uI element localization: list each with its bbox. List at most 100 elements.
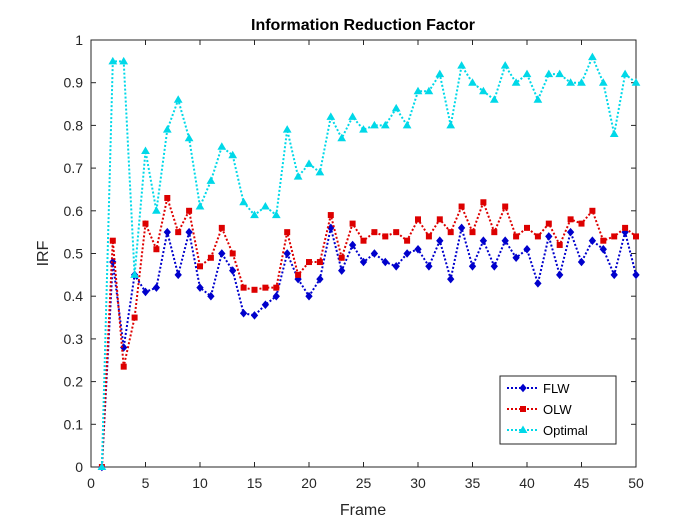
- data-point: [622, 224, 629, 231]
- data-point: [251, 286, 258, 293]
- y-tick-label: 0.3: [64, 331, 84, 347]
- data-point: [524, 224, 530, 231]
- x-axis-label: Frame: [340, 502, 386, 519]
- data-point: [393, 229, 400, 236]
- data-point: [262, 284, 269, 291]
- data-point: [250, 311, 259, 320]
- data-point: [370, 249, 379, 258]
- x-tick-label: 5: [142, 475, 150, 491]
- series-line-olw: [100, 194, 637, 468]
- data-point: [380, 120, 390, 129]
- data-point: [435, 69, 445, 78]
- y-tick-label: 0.1: [64, 416, 84, 432]
- x-tick-label: 25: [356, 475, 372, 491]
- data-point: [360, 237, 367, 244]
- data-point: [489, 95, 499, 103]
- data-point: [130, 270, 139, 278]
- legend-marker: [520, 406, 526, 412]
- data-point: [545, 232, 553, 241]
- data-point: [545, 220, 552, 227]
- data-point: [501, 236, 509, 245]
- x-tick-label: 15: [247, 475, 263, 491]
- data-point: [284, 229, 291, 236]
- data-point: [382, 233, 389, 240]
- data-point: [447, 229, 454, 236]
- data-point: [207, 291, 215, 301]
- data-point: [425, 262, 433, 271]
- data-point: [436, 236, 444, 245]
- data-point: [272, 291, 280, 301]
- data-point: [174, 270, 182, 280]
- data-point: [338, 266, 346, 275]
- data-point: [447, 274, 455, 284]
- data-point: [414, 244, 422, 254]
- data-point: [500, 61, 510, 69]
- y-tick-label: 0.5: [64, 246, 84, 262]
- data-point: [415, 216, 421, 223]
- data-point: [359, 125, 368, 133]
- data-point: [556, 241, 563, 248]
- data-point: [589, 207, 596, 214]
- legend-marker: [518, 425, 528, 433]
- data-point: [566, 227, 575, 237]
- data-point: [349, 220, 356, 227]
- data-point: [534, 233, 541, 240]
- y-tick-label: 0: [75, 459, 83, 475]
- data-point: [316, 274, 324, 284]
- data-point: [273, 284, 280, 291]
- data-point: [250, 210, 259, 219]
- data-point: [436, 216, 443, 223]
- data-point: [131, 314, 138, 321]
- data-point: [523, 244, 531, 254]
- data-point: [239, 197, 248, 206]
- data-point: [533, 95, 543, 103]
- data-point: [511, 78, 521, 86]
- data-point: [229, 266, 237, 275]
- y-tick-label: 0.4: [64, 288, 84, 304]
- y-tick-label: 0.9: [64, 75, 84, 91]
- data-point: [403, 249, 411, 258]
- data-point: [491, 229, 498, 236]
- data-point: [413, 86, 423, 95]
- data-point: [577, 78, 586, 86]
- data-point: [370, 120, 379, 129]
- data-point: [555, 69, 565, 78]
- legend-label: Optimal: [543, 423, 588, 438]
- data-point: [185, 227, 193, 237]
- data-point: [173, 95, 183, 103]
- data-point: [566, 78, 575, 86]
- data-point: [120, 363, 127, 370]
- data-point: [218, 249, 226, 258]
- data-point: [337, 133, 347, 142]
- y-axis-label: IRF: [35, 240, 52, 266]
- data-point: [522, 69, 532, 78]
- data-point: [402, 120, 412, 129]
- data-point: [228, 150, 238, 159]
- data-point: [599, 244, 607, 254]
- data-point: [632, 270, 640, 280]
- data-point: [282, 125, 292, 133]
- data-point: [425, 233, 432, 240]
- data-point: [371, 229, 378, 236]
- data-point: [315, 167, 325, 176]
- data-point: [600, 237, 607, 244]
- data-point: [513, 233, 520, 240]
- data-point: [631, 78, 641, 86]
- data-point: [479, 236, 488, 245]
- data-point: [588, 52, 597, 61]
- series-group: [97, 52, 641, 472]
- legend-marker: [519, 383, 527, 393]
- data-point: [424, 86, 434, 95]
- y-tick-label: 0.6: [64, 203, 84, 219]
- data-point: [162, 125, 172, 133]
- data-point: [534, 279, 542, 288]
- data-point: [239, 309, 248, 318]
- data-point: [598, 78, 608, 86]
- y-tick-label: 0.2: [64, 374, 84, 390]
- y-tick-label: 0.8: [64, 117, 84, 133]
- data-point: [479, 86, 488, 95]
- data-point: [446, 120, 456, 129]
- data-point: [610, 270, 618, 280]
- series-olw: [98, 194, 639, 470]
- data-point: [261, 202, 270, 210]
